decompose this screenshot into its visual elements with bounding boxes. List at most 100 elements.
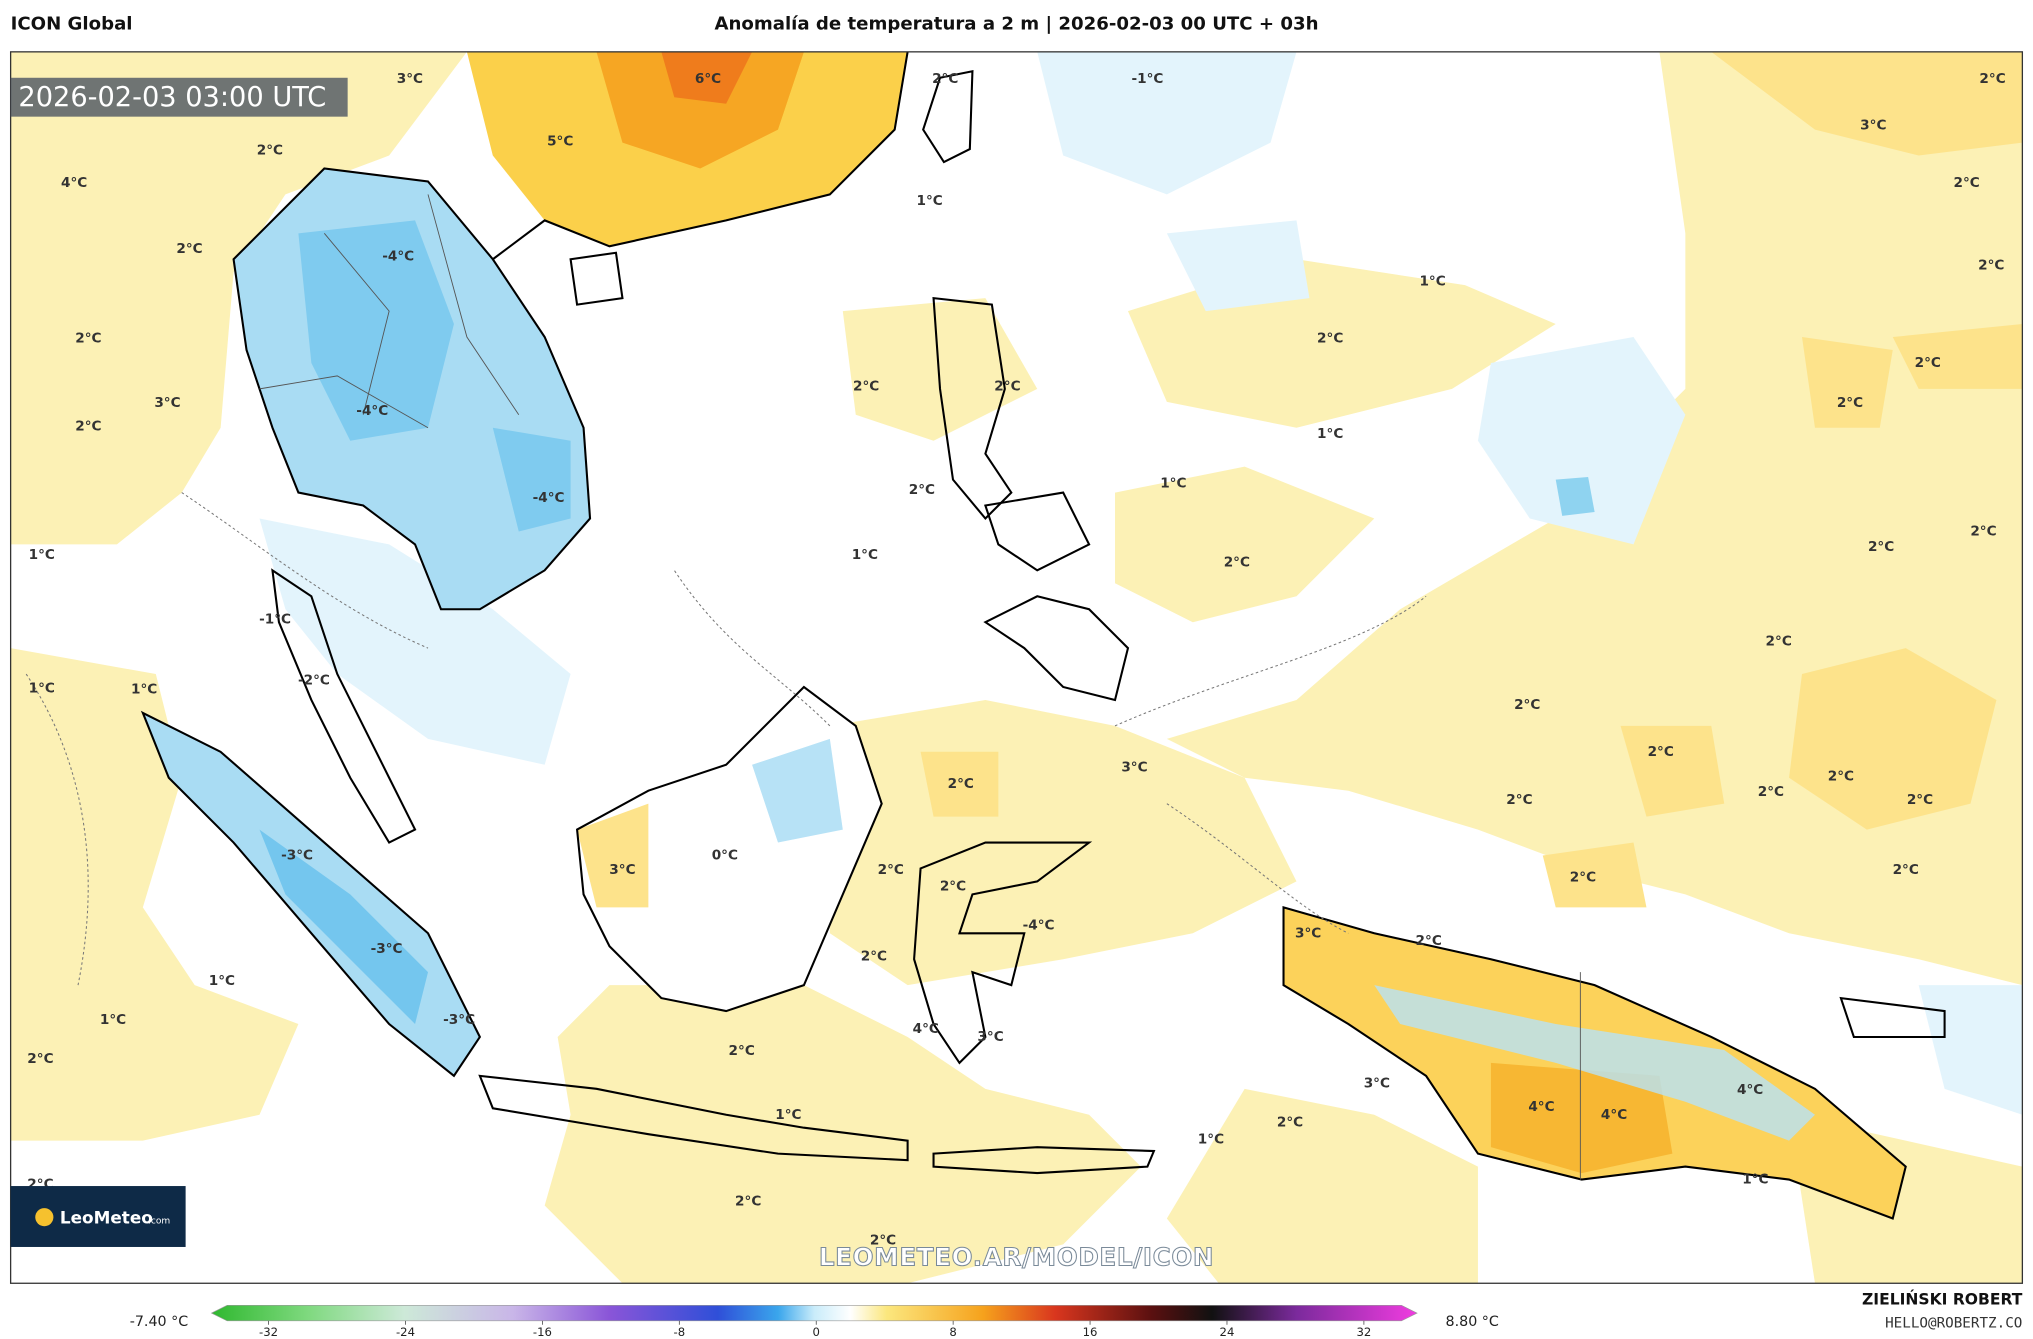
contour-label: 4°C xyxy=(1528,1099,1554,1115)
time-box xyxy=(10,77,348,117)
contour-label: 1°C xyxy=(775,1107,801,1123)
contour-label: 2°C xyxy=(870,1232,896,1248)
email: HELLO@ROBERTZ.CO xyxy=(1885,1315,2022,1331)
logo-sun xyxy=(35,1208,54,1227)
contour-label: 3°C xyxy=(609,862,635,878)
contour-label: 2°C xyxy=(994,378,1020,394)
colorbar-tick-label: -32 xyxy=(259,1325,278,1339)
contour-label: 2°C xyxy=(729,1043,755,1059)
contour-label: 1°C xyxy=(29,547,55,563)
contour-label: 3°C xyxy=(154,395,180,411)
contour-label: 2°C xyxy=(853,378,879,394)
contour-label: 2°C xyxy=(1953,175,1979,191)
contour-label: 4°C xyxy=(61,175,87,191)
author: ZIELIŃSKI ROBERT xyxy=(1862,1290,2023,1309)
colorbar-tick-label: 8 xyxy=(949,1325,956,1339)
contour-label: 2°C xyxy=(1893,862,1919,878)
colorbar xyxy=(210,1304,1418,1322)
colorbar-tick-label: -8 xyxy=(674,1325,686,1339)
contour-label: 2°C xyxy=(878,862,904,878)
contour-label: 2°C xyxy=(75,330,101,346)
contour-label: 1°C xyxy=(1198,1131,1224,1147)
colorbar-ticks: -32 -24 -16 -8 0 8 16 24 32 xyxy=(259,1320,1371,1339)
contour-label: 4°C xyxy=(1601,1107,1627,1123)
contour-label: 2°C xyxy=(1317,330,1343,346)
contour-label: 1°C xyxy=(29,680,55,696)
contour-label: 3°C xyxy=(397,71,423,87)
contour-label: 2°C xyxy=(909,482,935,498)
contour-label: 2°C xyxy=(1648,744,1674,760)
contour-label: 2°C xyxy=(735,1194,761,1210)
chart-title: Anomalía de temperatura a 2 m | 2026-02-… xyxy=(714,14,1318,35)
contour-label: 2°C xyxy=(1570,870,1596,886)
valid-time: 2026-02-03 03:00 UTC xyxy=(18,82,326,113)
contour-label: 3°C xyxy=(1295,925,1321,941)
contour-label: 1°C xyxy=(209,973,235,989)
contour-label: 1°C xyxy=(100,1012,126,1028)
contour-label: 1°C xyxy=(852,547,878,563)
contour-label: -3°C xyxy=(281,848,313,864)
contour-label: -4°C xyxy=(1023,918,1055,934)
contour-label: 1°C xyxy=(1160,475,1186,491)
contour-label: 5°C xyxy=(547,133,573,149)
contour-label: 0°C xyxy=(712,848,738,864)
colorbar-min: -7.40 °C xyxy=(130,1314,189,1330)
contour-label: 2°C xyxy=(27,1051,53,1067)
contour-label: 2°C xyxy=(1416,933,1442,949)
contour-label: 2°C xyxy=(1978,258,2004,274)
contour-label: 2°C xyxy=(257,142,283,158)
colorbar-tick-label: 16 xyxy=(1083,1325,1098,1339)
model-name: ICON Global xyxy=(11,14,133,35)
contour-label: 2°C xyxy=(1514,697,1540,713)
contour-label: 2°C xyxy=(1766,634,1792,650)
contour-label: 4°C xyxy=(913,1021,939,1037)
contour-label: 2°C xyxy=(1224,555,1250,571)
contour-label: 2°C xyxy=(1868,539,1894,555)
colorbar-tick-label: -16 xyxy=(533,1325,552,1339)
contour-label: -1°C xyxy=(259,612,291,628)
colorbar-max: 8.80 °C xyxy=(1446,1314,1499,1330)
contour-label: -4°C xyxy=(533,490,565,506)
contour-label: 6°C xyxy=(695,71,721,87)
colorbar-tick-label: 32 xyxy=(1356,1325,1371,1339)
watermark: LEOMETEO.AR/MODEL/ICON xyxy=(819,1243,1214,1272)
logo-suffix: .com xyxy=(148,1217,170,1227)
contour-label: -4°C xyxy=(356,403,388,419)
contour-label: -4°C xyxy=(382,249,414,265)
contour-labels: 3°C 6°C 2°C -1°C 2°C 3°C 5°C 2°C 2°C 4°C 1°C 2°C -4°… xyxy=(27,71,2005,1248)
contour-label: 2°C xyxy=(1837,395,1863,411)
contour-label: 1°C xyxy=(131,682,157,698)
contour-label: 2°C xyxy=(1970,523,1996,539)
contour-label: 3°C xyxy=(977,1029,1003,1045)
contour-label: 2°C xyxy=(861,949,887,965)
contour-label: 1°C xyxy=(1419,273,1445,289)
contour-label: 2°C xyxy=(1915,355,1941,371)
map-field xyxy=(10,51,2023,1284)
contour-label: 2°C xyxy=(1277,1115,1303,1131)
colorbar-tick-label: -24 xyxy=(396,1325,415,1339)
contour-label: 2°C xyxy=(1979,71,2005,87)
contour-label: 2°C xyxy=(1907,792,1933,808)
contour-label: -3°C xyxy=(443,1012,475,1028)
contour-label: 2°C xyxy=(176,241,202,257)
logo-name: LeoMeteo xyxy=(60,1207,153,1227)
contour-label: 2°C xyxy=(948,776,974,792)
colorbar-tick-label: 0 xyxy=(813,1325,820,1339)
colorbar-tick-label: 24 xyxy=(1220,1325,1235,1339)
contour-label: 2°C xyxy=(932,71,958,87)
contour-label: -2°C xyxy=(298,673,330,689)
contour-label: 1°C xyxy=(1317,426,1343,442)
contour-label: 3°C xyxy=(1121,759,1147,775)
contour-label: 4°C xyxy=(1737,1082,1763,1098)
contour-label: 2°C xyxy=(75,418,101,434)
contour-label: 2°C xyxy=(1758,784,1784,800)
contour-label: 2°C xyxy=(1828,768,1854,784)
contour-label: 3°C xyxy=(1364,1076,1390,1092)
contour-label: 2°C xyxy=(1506,792,1532,808)
contour-label: -3°C xyxy=(371,941,403,957)
contour-label: 2°C xyxy=(940,879,966,895)
contour-label: 1°C xyxy=(1742,1172,1768,1188)
contour-label: 3°C xyxy=(1860,118,1886,134)
